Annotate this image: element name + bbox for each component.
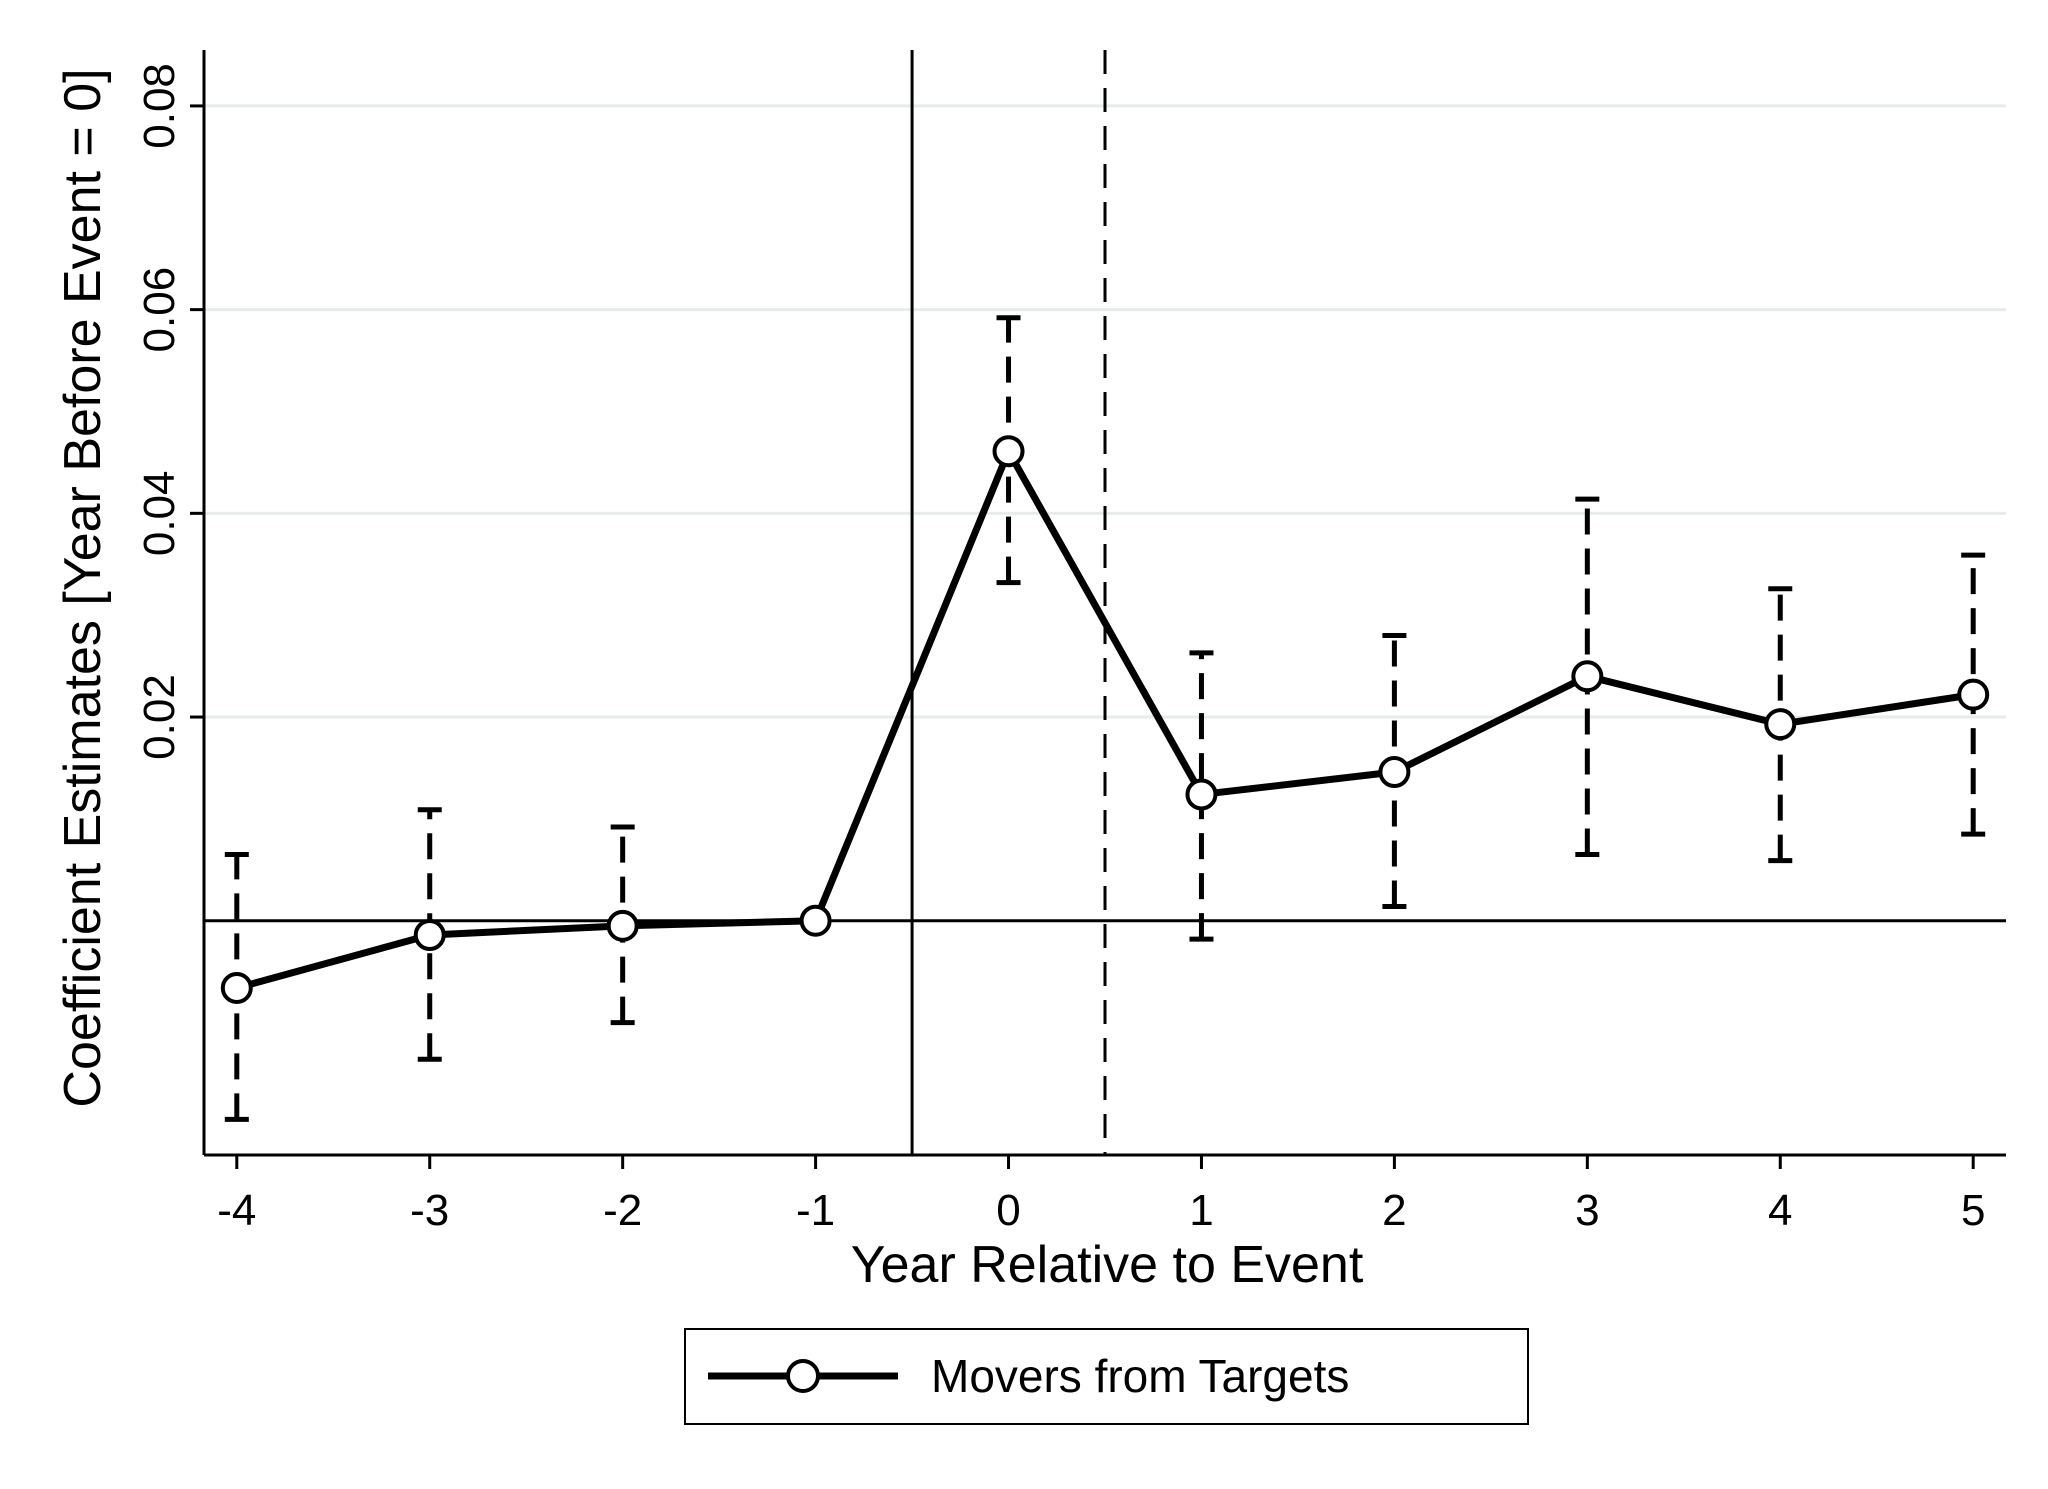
x-tick-label-8: 4 [1768,1186,1792,1235]
data-point-3 [799,904,832,937]
data-point-1 [413,919,446,951]
x-tick-label-2: -2 [603,1186,642,1235]
x-tick-label-0: -4 [217,1186,256,1235]
data-point-7 [1571,660,1604,693]
x-tick-label-4: 0 [996,1186,1020,1235]
y-tick-label-1: 0.04 [135,471,184,557]
legend-marker-icon [786,1359,820,1393]
data-point-8 [1764,708,1797,741]
data-point-5 [1185,778,1218,811]
x-tick-label-7: 3 [1575,1186,1599,1235]
legend: Movers from Targets [684,1328,1529,1425]
y-tick-label-3: 0.08 [135,63,184,149]
data-point-9 [1957,678,1990,711]
y-axis-title: Coefficient Estimates [Year Before Event… [54,68,112,1107]
data-point-0 [220,971,253,1004]
series-layer [220,435,1990,1004]
x-tick-label-5: 1 [1189,1186,1213,1235]
y-tick-label-2: 0.06 [135,267,184,353]
legend-label: Movers from Targets [931,1350,1349,1402]
x-tick-label-6: 2 [1382,1186,1406,1235]
reference-lines [204,50,2006,1155]
tick-labels: -4 -3 -2 -1 0 1 2 3 4 5 0.02 0.04 0.06 0.08 [135,63,1985,1235]
axes [190,50,2006,1169]
x-tick-label-3: -1 [796,1186,835,1235]
series-line [235,447,1974,992]
x-tick-label-1: -3 [410,1186,449,1235]
data-point-4 [992,435,1025,468]
x-tick-label-9: 5 [1961,1186,1985,1235]
data-point-2 [606,909,639,942]
data-point-6 [1378,756,1411,789]
x-axis-title: Year Relative to Event [851,1236,1364,1294]
y-tick-label-0: 0.02 [135,674,184,760]
